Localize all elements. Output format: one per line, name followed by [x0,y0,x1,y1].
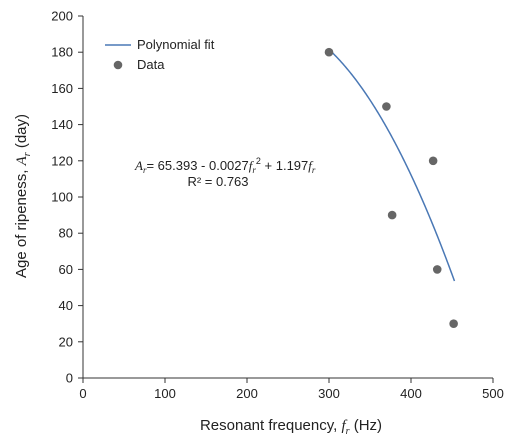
x-title-unit: (Hz) [350,417,383,434]
x-tick-label: 300 [318,386,340,401]
y-tick-label: 200 [51,9,73,24]
x-axis-title: Resonant frequency, fr (Hz) [200,417,382,437]
data-point [324,47,334,57]
legend-data-label: Data [137,57,165,72]
x-tick-label: 100 [154,386,176,401]
x-tick-label: 500 [482,386,504,401]
data-point [432,265,442,274]
eq-lhs-symbol: A [134,158,143,173]
data-point [387,210,397,220]
y-tick-label: 120 [51,153,73,168]
legend-fit-label: Polynomial fit [137,37,215,52]
eq-symbol-3: f [308,158,314,173]
x-title-subscript: r [346,426,350,437]
y-tick-label: 160 [51,81,73,96]
x-title-text: Resonant frequency, [200,417,341,434]
eq-symbol-2: f [249,158,255,173]
y-tick-label: 80 [59,226,73,241]
y-tick-label: 20 [59,334,73,349]
eq-superscript-2: 2 [256,156,261,166]
data-point [449,319,458,329]
x-tick-label: 200 [236,386,258,401]
y-title-text: Age of ripeness, [13,165,30,278]
marks-layer [324,47,458,329]
y-tick-label: 40 [59,298,73,313]
data-point [382,102,391,111]
data-point [428,156,438,166]
eq-part2: + 1.197 [261,158,308,173]
y-tick-label: 0 [66,371,73,386]
eq-lhs-subscript: r [143,165,147,175]
y-title-unit: (day) [13,114,30,152]
eq-subscript-2: r [252,165,256,175]
y-tick-label: 100 [51,190,73,205]
eq-subscript-3: r [312,165,316,175]
legend-data-swatch [113,60,123,70]
y-tick-label: 60 [59,262,73,277]
fit-curve [328,48,456,282]
y-title-subscript: r [22,152,33,156]
x-title-symbol: f [341,418,347,434]
equation-annotation: Ar= 65.393 - 0.0027fr2 + 1.197fr [134,156,316,175]
x-tick-label: 0 [79,386,86,401]
y-tick-label: 180 [51,45,73,60]
y-axis-title: Age of ripeness, Ar (day) [13,114,33,278]
x-tick-label: 400 [400,386,422,401]
legend: Polynomial fit Data [105,37,215,72]
y-title-symbol: A [14,155,30,166]
y-tick-label: 140 [51,117,73,132]
r-squared-annotation: R² = 0.763 [187,174,248,189]
ticks-layer: 0 100 200 300 400 500 0 20 40 60 80 100 120 140 160 180… [51,9,504,402]
eq-part1: = 65.393 - 0.0027 [146,158,248,173]
